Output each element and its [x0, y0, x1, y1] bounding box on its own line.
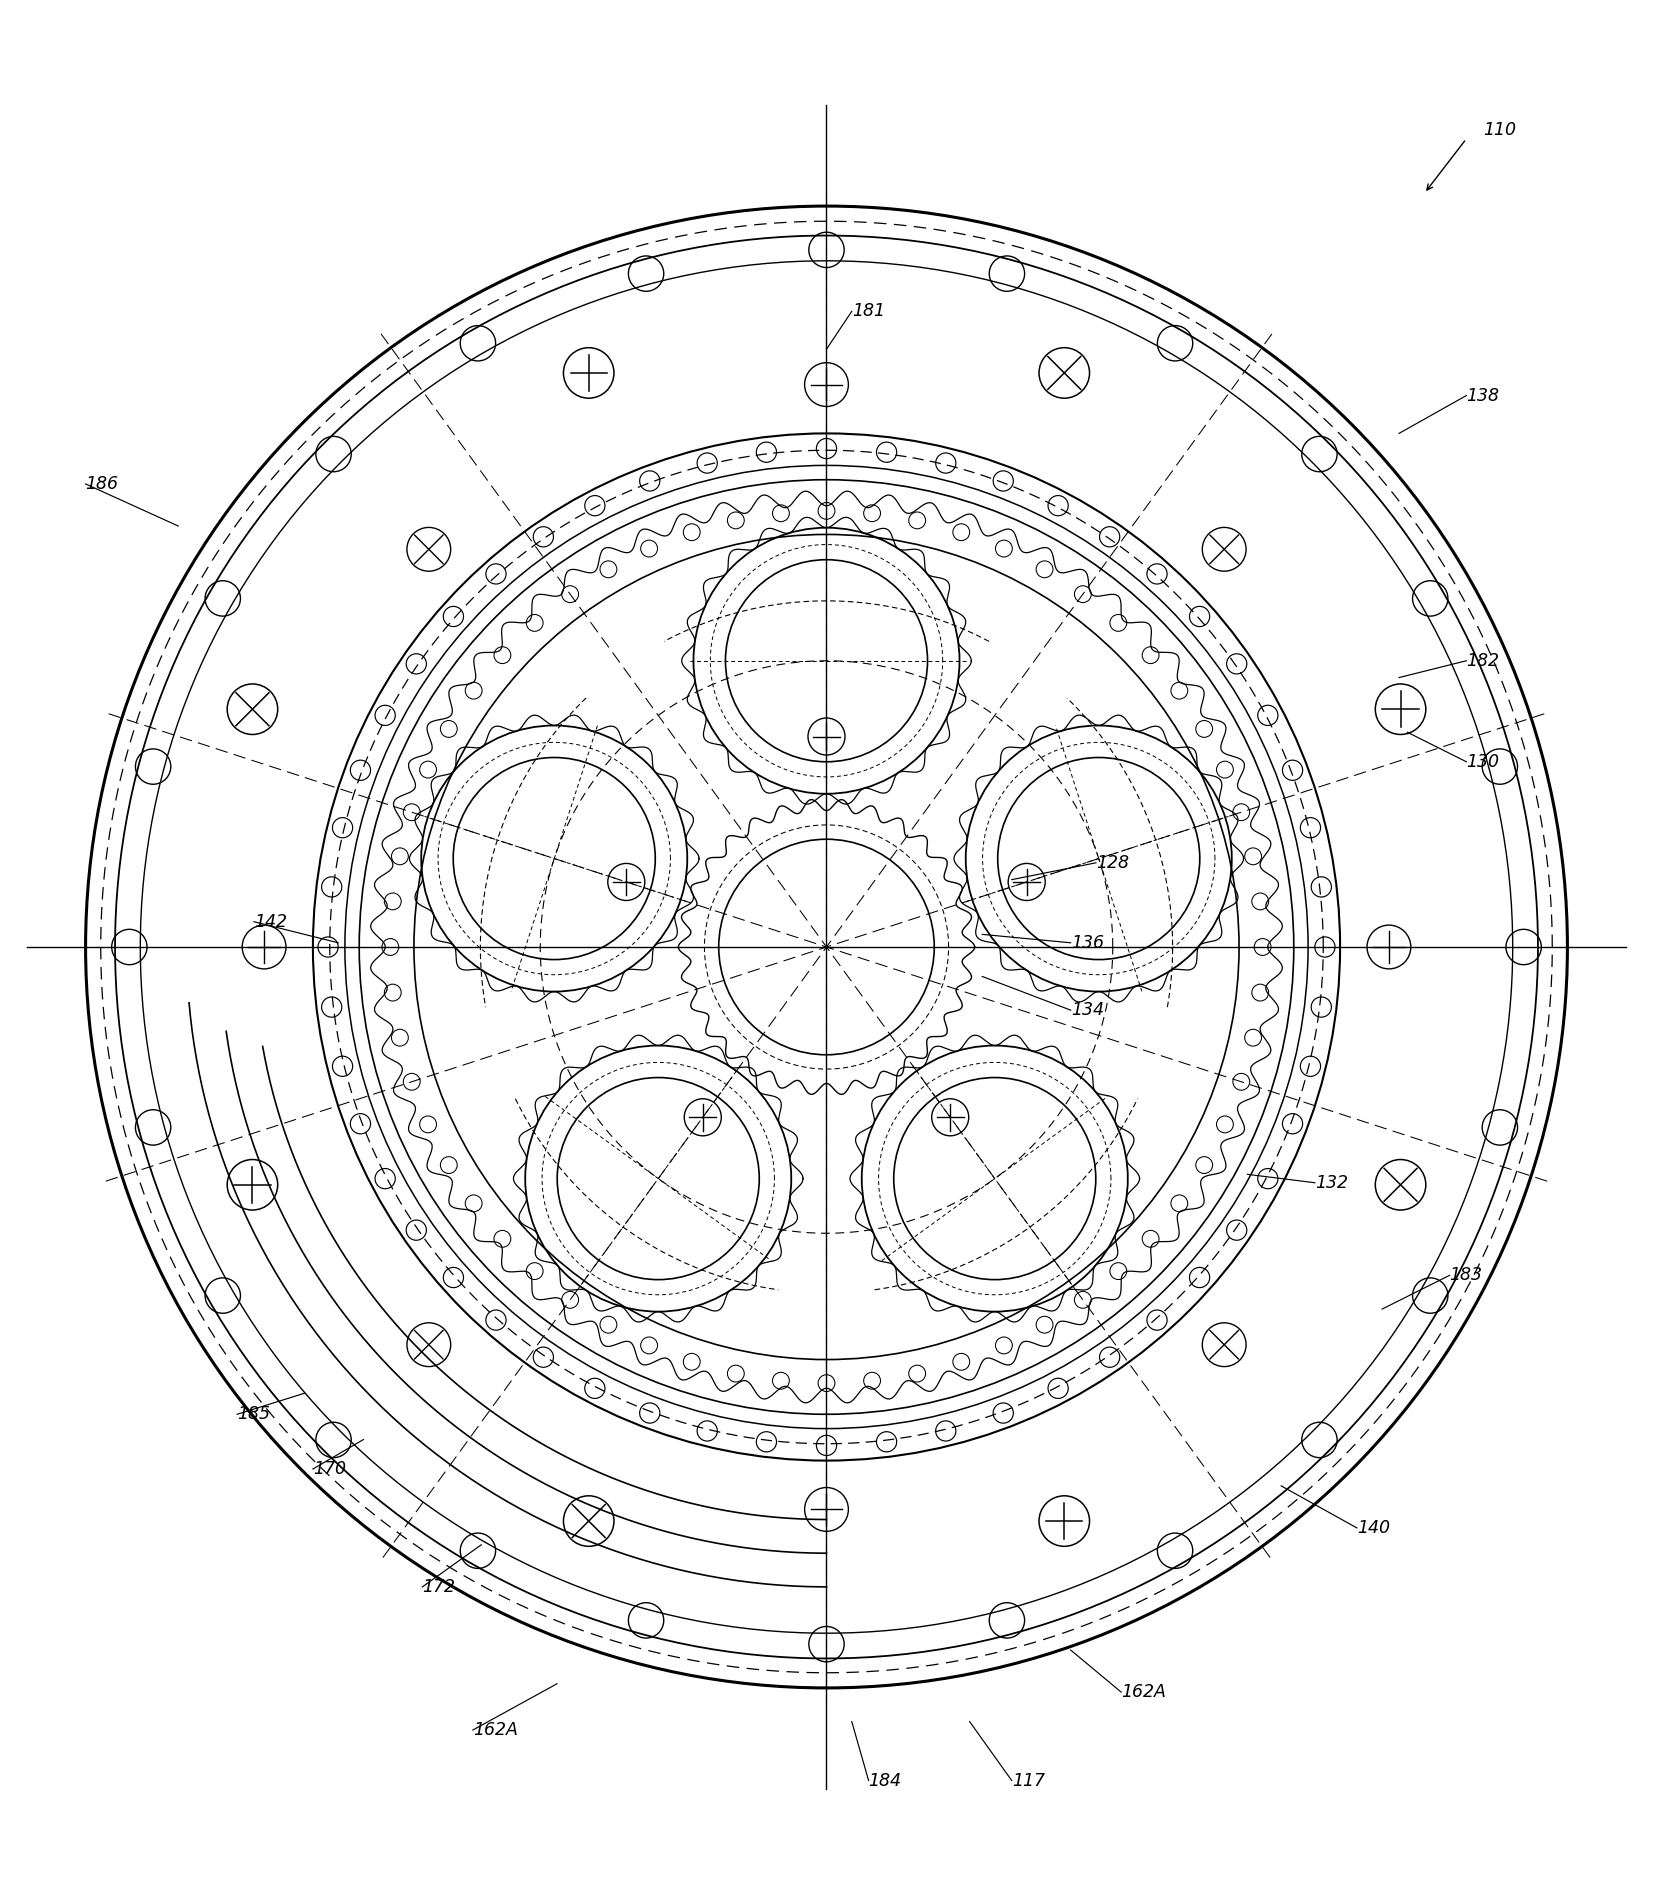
Text: 162A: 162A [1121, 1684, 1165, 1701]
Text: 185: 185 [236, 1405, 269, 1422]
Text: 136: 136 [1071, 934, 1104, 953]
Text: 182: 182 [1466, 652, 1499, 670]
Text: 142: 142 [255, 913, 288, 930]
Text: 162A: 162A [473, 1722, 517, 1739]
Text: 134: 134 [1071, 1002, 1104, 1019]
Text: 184: 184 [868, 1771, 901, 1790]
Text: 138: 138 [1466, 386, 1499, 405]
Text: 110: 110 [1483, 121, 1516, 140]
Text: 172: 172 [423, 1578, 455, 1597]
Text: 130: 130 [1466, 752, 1499, 771]
Text: 186: 186 [86, 475, 119, 492]
Text: 128: 128 [1096, 854, 1129, 871]
Text: 140: 140 [1357, 1519, 1390, 1536]
Text: 117: 117 [1012, 1771, 1045, 1790]
Text: 183: 183 [1450, 1267, 1483, 1284]
Text: 132: 132 [1314, 1174, 1347, 1191]
Text: 170: 170 [312, 1460, 345, 1477]
Text: 181: 181 [851, 303, 884, 320]
